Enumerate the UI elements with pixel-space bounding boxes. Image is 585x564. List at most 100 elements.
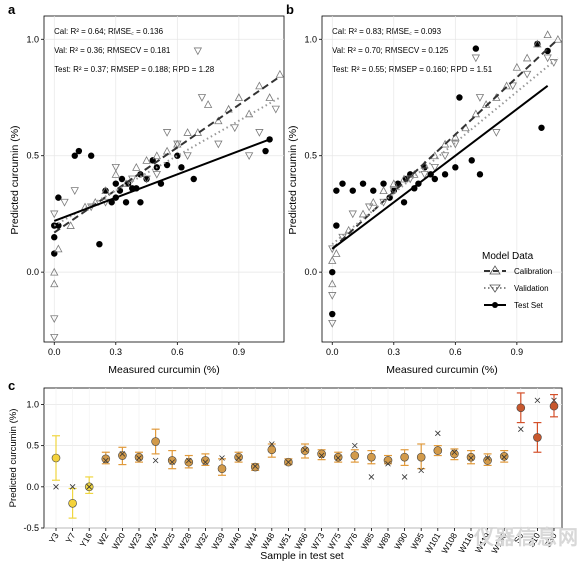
validation-point <box>543 54 552 63</box>
test-set-point <box>534 40 541 48</box>
validation-point <box>451 140 460 149</box>
calibration-point <box>234 93 244 101</box>
predicted-point <box>68 498 77 508</box>
x-tick-label: 0.9 <box>511 347 524 357</box>
validation-point <box>183 152 192 161</box>
panel-a-letter: a <box>8 2 16 17</box>
validation-point <box>475 94 485 102</box>
legend-label: Test Set <box>514 301 544 310</box>
predicted-point <box>267 445 277 455</box>
calibration-point <box>265 93 274 101</box>
x-tick-label: 0.3 <box>110 347 123 357</box>
test-set-point <box>349 187 356 194</box>
calibration-point <box>440 139 450 148</box>
calibration-point <box>142 156 151 164</box>
measured-x-mark <box>169 459 175 465</box>
measured-x-mark <box>335 455 341 461</box>
validation-point <box>173 140 182 149</box>
panel-a-stat-val: Val: R² = 0.36; RMSECV = 0.181 <box>54 46 171 55</box>
calibration-point <box>328 256 337 264</box>
predicted-point <box>118 451 127 460</box>
validation-point <box>197 94 207 102</box>
legend-item-test-set: Test Set <box>484 301 544 310</box>
category-label: W73 <box>309 531 327 551</box>
measured-x-mark <box>119 451 126 457</box>
predicted-point <box>466 452 476 462</box>
predicted-point <box>383 456 393 465</box>
calibration-point <box>389 179 398 188</box>
measured-x-mark <box>484 455 491 461</box>
legend-title: Model Data <box>482 251 534 262</box>
predicted-point <box>300 446 310 455</box>
legend-label: Validation <box>514 284 549 293</box>
panel-a-frame <box>43 15 285 343</box>
validation-point <box>471 54 481 63</box>
test-set-point <box>55 194 62 201</box>
category-label: W51 <box>276 531 294 551</box>
validation-point <box>389 187 398 195</box>
validation-point <box>522 70 532 79</box>
validation-point <box>328 245 337 254</box>
predicted-point <box>217 464 227 474</box>
category-label: W89 <box>375 531 393 551</box>
predicted-point <box>416 452 426 462</box>
test-set-point <box>137 171 144 178</box>
panel-b-frame <box>321 15 563 343</box>
predicted-point <box>499 452 509 461</box>
measured-x-mark <box>53 484 59 490</box>
watermark: 仪器信息网 <box>474 527 579 549</box>
validation-point <box>348 210 357 219</box>
predicted-point <box>201 456 210 465</box>
validation-point <box>328 292 337 300</box>
calibration-point <box>132 163 141 171</box>
validation-point <box>508 82 517 91</box>
y-tick-label: 1.0 <box>304 34 317 44</box>
panel-a-plot: 0.0 0.3 0.6 0.9 0.0 0.5 1.0 <box>26 16 285 357</box>
calibration-point <box>332 249 341 257</box>
category-label: W75 <box>326 531 344 551</box>
validation-point <box>492 129 501 137</box>
predicted-point <box>184 457 194 467</box>
test-set-point <box>118 175 126 183</box>
validation-point <box>214 140 223 149</box>
test-set-point <box>262 147 269 155</box>
calibration-point <box>203 100 213 108</box>
measured-x-mark <box>368 474 375 480</box>
validation-point <box>440 152 450 161</box>
test-set-point <box>174 152 181 159</box>
test-set-point <box>87 152 95 159</box>
test-set-point <box>333 222 340 229</box>
category-label: W40 <box>226 531 244 551</box>
calibration-point <box>533 39 542 48</box>
legend-item-validation: Validation <box>484 284 549 293</box>
test-set-point <box>329 310 336 318</box>
validation-fit-line <box>53 96 281 227</box>
category-label: W20 <box>110 531 128 551</box>
test-set-point <box>329 268 336 276</box>
test-set-point <box>51 234 58 241</box>
predicted-point <box>350 451 360 460</box>
category-label: W24 <box>143 531 161 551</box>
test-set-point <box>71 152 78 159</box>
calibration-point <box>50 267 59 276</box>
test-set-point <box>370 187 377 194</box>
validation-point <box>50 333 59 342</box>
calibration-point <box>522 53 532 62</box>
calibration-point <box>553 34 563 43</box>
panel-b-letter: b <box>286 2 294 17</box>
y-tick-label: 0.0 <box>26 267 39 277</box>
test-set-point <box>386 194 393 201</box>
legend-item-calibration: Calibration <box>484 265 552 276</box>
calibration-point <box>502 81 511 90</box>
category-label: W85 <box>359 531 377 551</box>
calibration-point <box>275 69 285 78</box>
category-label: Y3 <box>47 531 61 545</box>
category-label: W2 <box>95 531 110 547</box>
panel-b-stat-test: Test: R² = 0.55; RMSEP = 0.160; RPD = 1.… <box>332 65 493 74</box>
calibration-point <box>66 221 75 229</box>
predicted-point <box>516 403 526 413</box>
validation-point <box>152 170 161 179</box>
predicted-point <box>151 437 160 446</box>
category-label: W101 <box>423 531 443 555</box>
